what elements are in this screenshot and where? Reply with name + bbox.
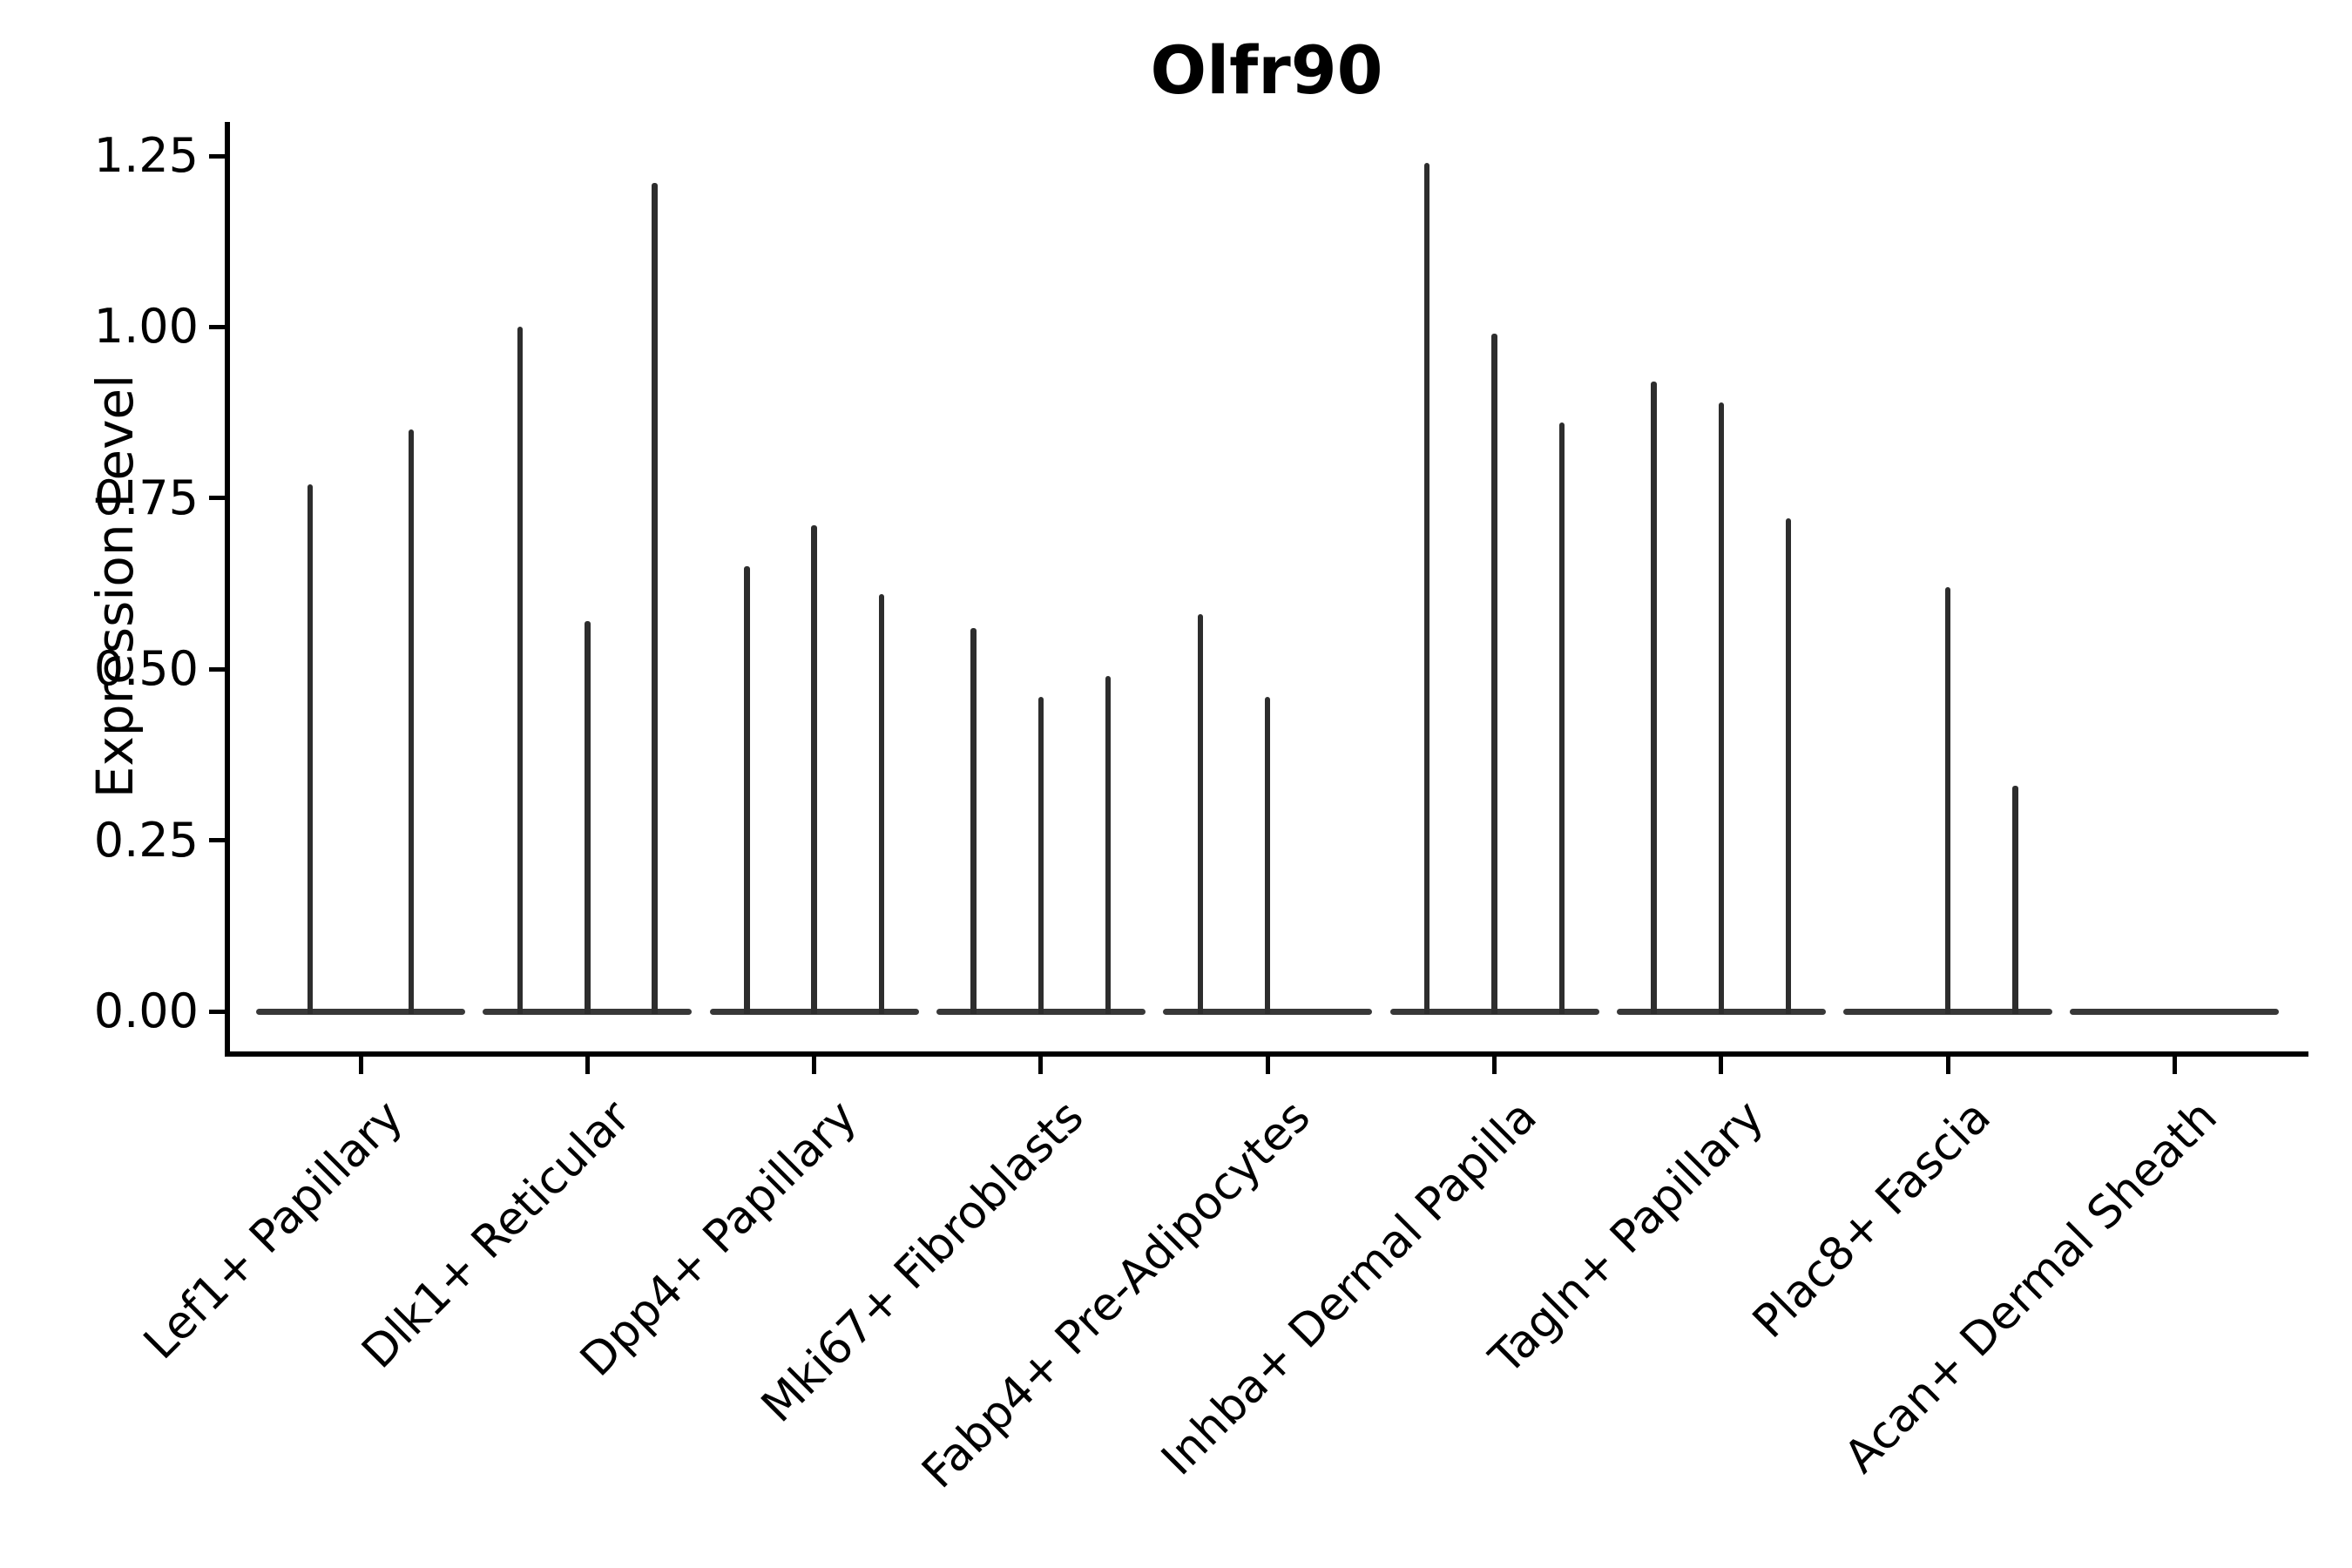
violin-spike	[1718, 402, 1725, 1014]
y-tick-label: 1.25	[93, 128, 199, 183]
y-tick-mark	[209, 496, 225, 501]
y-axis-spine	[225, 122, 230, 1057]
y-tick-label: 0.00	[93, 983, 199, 1038]
y-tick-label: 0.75	[93, 470, 199, 525]
x-tick-mark	[2172, 1057, 2177, 1074]
x-tick-mark	[1492, 1057, 1497, 1074]
violin-baseline	[2070, 1008, 2280, 1015]
x-tick-mark	[358, 1057, 363, 1074]
x-tick-label: Plac8+ Fascia	[1742, 1091, 2001, 1348]
violin-spike	[1785, 518, 1792, 1014]
x-tick-label: Inhba+ Dermal Papilla	[1152, 1091, 1547, 1486]
x-tick-mark	[1945, 1057, 1950, 1074]
violin-spike	[970, 628, 977, 1014]
violin-spike	[744, 566, 750, 1014]
y-tick-mark	[209, 666, 225, 672]
chart-title: Olfr90	[1150, 31, 1383, 109]
violin-spike	[307, 484, 314, 1014]
violin-spike	[2012, 785, 2018, 1014]
violin-baseline	[256, 1008, 465, 1015]
violin-spike	[1558, 422, 1565, 1014]
violin-spike	[1491, 334, 1497, 1014]
y-tick-mark	[209, 153, 225, 159]
x-axis-spine	[225, 1051, 2308, 1057]
x-tick-mark	[1038, 1057, 1044, 1074]
y-tick-label: 0.50	[93, 641, 199, 697]
x-tick-label: Fabp4+ Pre-Adipocytes	[912, 1091, 1321, 1499]
violin-spike	[1197, 614, 1204, 1014]
violin-spike	[1037, 696, 1044, 1014]
violin-spike	[878, 593, 885, 1014]
violin-spike	[1264, 696, 1271, 1014]
violin-spike	[408, 429, 415, 1014]
violin-spike	[1105, 676, 1112, 1014]
x-tick-mark	[1719, 1057, 1724, 1074]
violin-spike	[585, 621, 591, 1014]
violin-spike	[1651, 382, 1657, 1014]
violin-spike	[652, 183, 658, 1014]
y-tick-mark	[209, 1009, 225, 1014]
y-tick-label: 1.00	[93, 299, 199, 355]
x-tick-label: Acan+ Dermal Sheath	[1835, 1091, 2227, 1484]
y-axis-label: Expression Level	[85, 374, 145, 799]
violin-spike	[517, 327, 524, 1014]
y-tick-label: 0.25	[93, 812, 199, 868]
violin-spike	[811, 525, 817, 1014]
y-tick-mark	[209, 324, 225, 329]
x-tick-mark	[1265, 1057, 1270, 1074]
violin-spike	[1423, 162, 1430, 1014]
x-tick-mark	[812, 1057, 817, 1074]
x-tick-mark	[585, 1057, 590, 1074]
violin-spike	[1944, 586, 1951, 1014]
y-tick-mark	[209, 838, 225, 843]
